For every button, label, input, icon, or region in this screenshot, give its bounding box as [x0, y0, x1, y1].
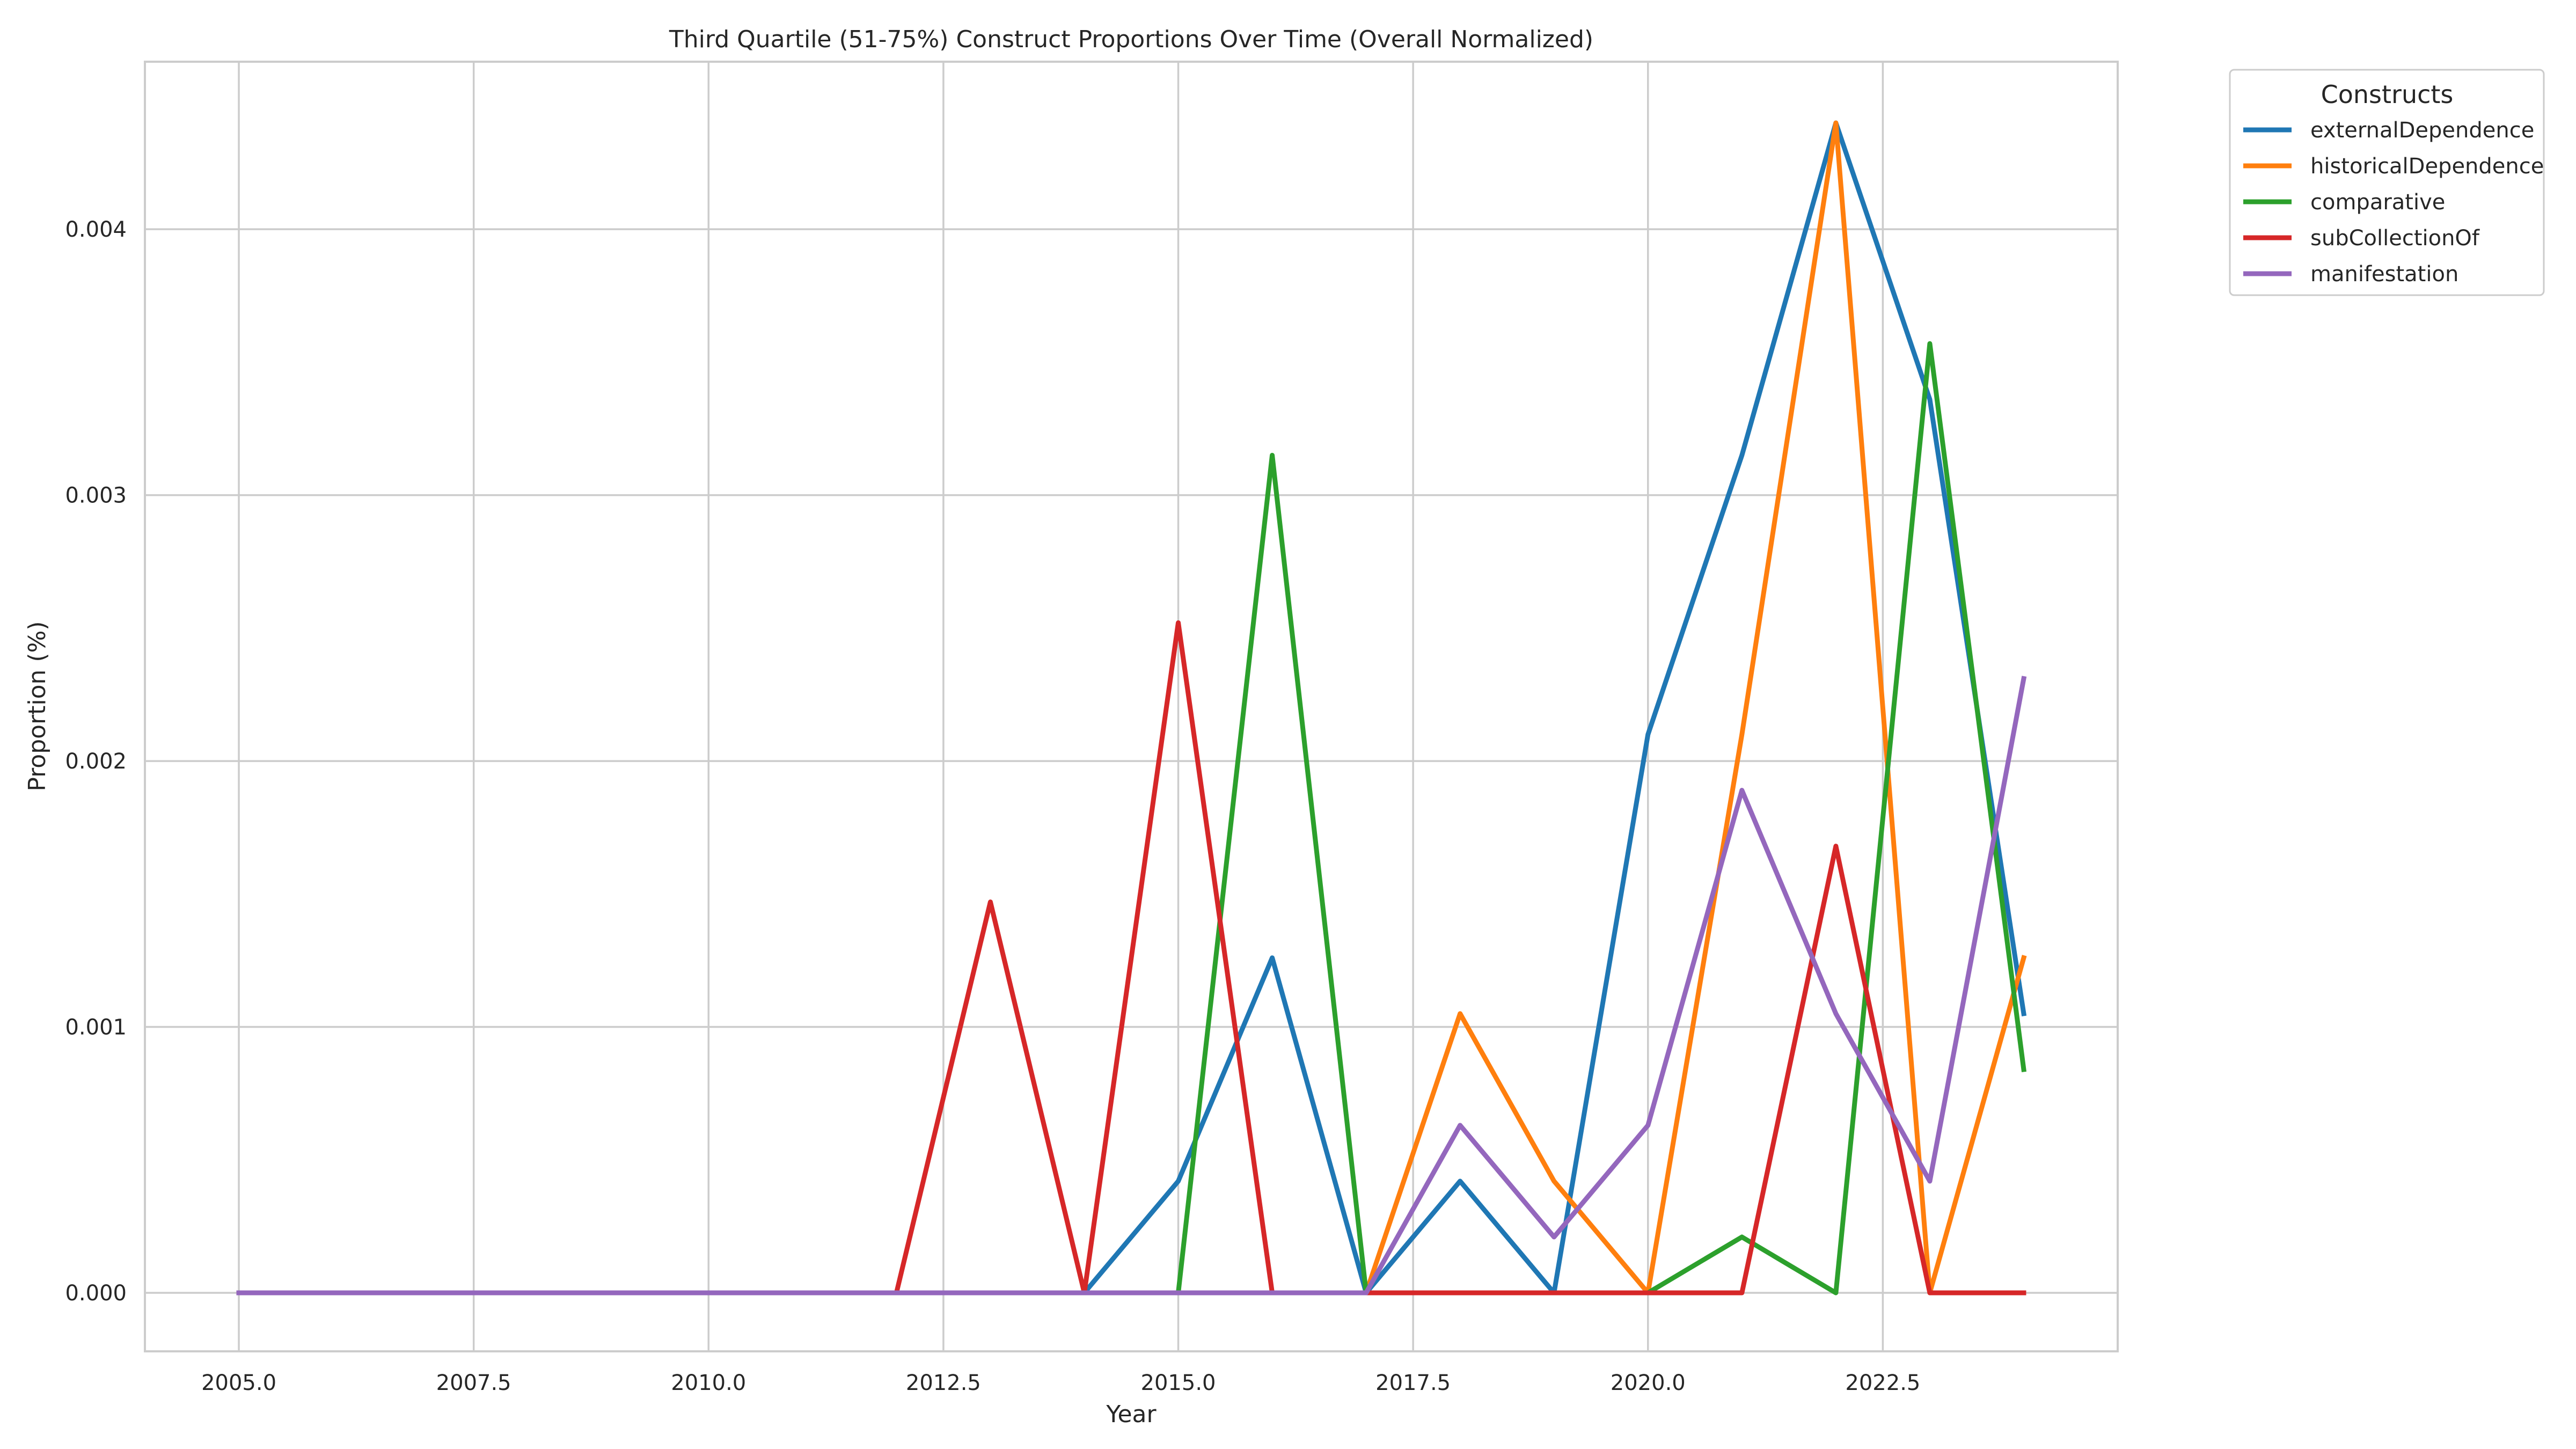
y-tick-label: 0.001	[65, 1015, 127, 1040]
x-tick-label: 2020.0	[1611, 1371, 1686, 1395]
legend-label-historicalDependence: historicalDependence	[2310, 154, 2544, 179]
x-tick-label: 2012.5	[906, 1371, 981, 1395]
legend-items: externalDependence historicalDependence co…	[2243, 118, 2544, 287]
series-layer	[236, 120, 2027, 1296]
x-tick-label: 2007.5	[436, 1371, 511, 1395]
legend-label-externalDependence: externalDependence	[2310, 118, 2534, 143]
series-line-externalDependence	[236, 120, 2027, 1296]
chart-title: Third Quartile (51-75%) Construct Propor…	[669, 26, 1593, 53]
legend-label-comparative: comparative	[2310, 190, 2445, 215]
plot-frame	[144, 61, 2119, 1352]
grid-lines	[145, 62, 2118, 1351]
y-tick-label: 0.002	[65, 749, 127, 774]
x-tick-label: 2010.0	[671, 1371, 746, 1395]
x-axis-label: Year	[1106, 1401, 1157, 1428]
x-tick-label: 2022.5	[1845, 1371, 1920, 1395]
x-tick-label: 2017.5	[1375, 1371, 1451, 1395]
series-line-historicalDependence	[236, 120, 2027, 1296]
legend-label-subCollectionOf: subCollectionOf	[2310, 226, 2480, 251]
y-tick-label: 0.000	[65, 1281, 127, 1306]
x-tick-label: 2005.0	[201, 1371, 276, 1395]
series-line-subCollectionOf	[236, 620, 2026, 1296]
x-axis-ticks: 2005.0 2007.5 2010.0 2012.5 2015.0 2017.5 2020…	[201, 1371, 1920, 1395]
legend: Constructs externalDependence historicalD…	[2229, 69, 2545, 296]
legend-label-manifestation: manifestation	[2310, 262, 2458, 287]
y-tick-label: 0.003	[65, 484, 127, 508]
legend-box	[2229, 69, 2545, 296]
x-tick-label: 2015.0	[1141, 1371, 1216, 1395]
y-tick-label: 0.004	[65, 217, 127, 242]
legend-title: Constructs	[2321, 80, 2454, 109]
y-axis-ticks: 0.000 0.001 0.002 0.003 0.004	[65, 217, 127, 1306]
series-line-manifestation	[236, 676, 2027, 1296]
y-axis-label: Proportion (%)	[24, 621, 51, 791]
